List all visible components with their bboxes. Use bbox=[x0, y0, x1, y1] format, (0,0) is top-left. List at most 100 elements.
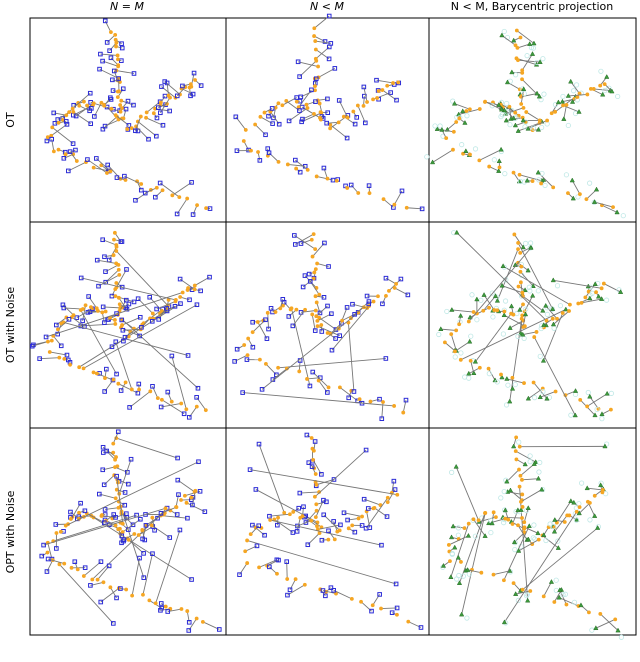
faint-point bbox=[512, 381, 518, 388]
source-point bbox=[363, 525, 369, 531]
target-point bbox=[338, 385, 342, 390]
target-point bbox=[578, 397, 583, 402]
source-point bbox=[143, 523, 149, 528]
projected-point bbox=[525, 395, 531, 401]
faint-point bbox=[488, 517, 494, 524]
target-point bbox=[309, 436, 314, 440]
target-point bbox=[77, 365, 82, 370]
source-point bbox=[135, 296, 141, 302]
source-point bbox=[312, 439, 318, 444]
source-point bbox=[256, 441, 262, 447]
target-point bbox=[125, 127, 130, 131]
match-line bbox=[581, 298, 602, 304]
source-point bbox=[344, 305, 350, 310]
target-point bbox=[129, 387, 134, 392]
faint-point bbox=[502, 171, 508, 177]
source-point bbox=[53, 522, 59, 527]
projected-point bbox=[540, 307, 546, 313]
projected-point bbox=[555, 545, 561, 550]
source-point bbox=[152, 527, 157, 533]
target-point bbox=[317, 490, 322, 494]
target-point bbox=[296, 105, 301, 110]
source-point bbox=[256, 523, 262, 529]
target-point bbox=[314, 300, 319, 305]
target-point bbox=[600, 488, 605, 492]
target-point bbox=[121, 116, 126, 121]
target-point bbox=[56, 120, 61, 125]
match-line bbox=[553, 279, 602, 289]
source-point bbox=[295, 59, 301, 65]
target-point bbox=[105, 171, 109, 175]
match-line bbox=[382, 89, 397, 101]
projected-point bbox=[439, 126, 445, 132]
target-point bbox=[530, 179, 535, 183]
faint-point bbox=[547, 521, 553, 527]
projected-point bbox=[537, 59, 543, 64]
faint-point bbox=[557, 303, 564, 309]
target-point bbox=[518, 473, 523, 478]
target-point bbox=[371, 97, 375, 102]
target-point bbox=[453, 349, 457, 354]
source-point bbox=[348, 182, 354, 188]
projected-point bbox=[593, 625, 599, 631]
target-point bbox=[276, 159, 281, 164]
source-point bbox=[174, 211, 180, 217]
match-line bbox=[458, 108, 480, 115]
faint-point bbox=[579, 480, 585, 486]
projected-point bbox=[459, 611, 465, 617]
projected-point bbox=[511, 37, 517, 43]
source-point bbox=[174, 93, 180, 99]
source-point bbox=[297, 169, 303, 175]
target-point bbox=[396, 80, 401, 85]
target-point bbox=[130, 593, 135, 598]
match-line bbox=[161, 86, 176, 99]
projected-point bbox=[551, 528, 558, 534]
projected-point bbox=[570, 195, 576, 201]
source-point bbox=[58, 343, 64, 349]
match-line bbox=[294, 235, 316, 250]
target-point bbox=[158, 311, 162, 316]
match-line bbox=[517, 59, 541, 63]
faint-point bbox=[503, 402, 510, 408]
projected-point bbox=[504, 375, 510, 381]
target-point bbox=[385, 83, 390, 88]
source-point bbox=[127, 405, 132, 410]
source-point bbox=[126, 481, 131, 487]
projected-point bbox=[576, 108, 582, 114]
panel bbox=[424, 17, 637, 223]
projected-point bbox=[494, 297, 501, 303]
target-point bbox=[129, 126, 134, 131]
target-point bbox=[144, 115, 148, 120]
source-point bbox=[377, 592, 382, 597]
target-point bbox=[258, 357, 262, 362]
faint-point bbox=[535, 288, 541, 294]
projected-point bbox=[525, 267, 531, 273]
target-point bbox=[113, 287, 118, 292]
match-line bbox=[601, 204, 618, 213]
source-point bbox=[263, 317, 268, 323]
source-point bbox=[194, 395, 199, 400]
projected-point bbox=[541, 532, 547, 537]
projected-point bbox=[559, 98, 566, 104]
target-point bbox=[532, 335, 537, 339]
target-point bbox=[319, 111, 324, 115]
projected-point bbox=[448, 574, 454, 580]
target-point bbox=[70, 106, 75, 111]
target-point bbox=[516, 247, 520, 252]
source-point bbox=[104, 448, 109, 454]
source-point bbox=[185, 515, 190, 521]
target-point bbox=[345, 115, 350, 120]
source-point bbox=[165, 609, 171, 614]
projected-point bbox=[587, 393, 593, 399]
source-point bbox=[70, 141, 76, 146]
match-line bbox=[278, 358, 386, 369]
match-line bbox=[50, 123, 68, 137]
target-point bbox=[514, 457, 519, 462]
target-point bbox=[564, 602, 569, 607]
match-line bbox=[444, 342, 456, 352]
target-point bbox=[118, 103, 123, 107]
target-point bbox=[116, 262, 121, 267]
target-point bbox=[116, 381, 121, 386]
target-point bbox=[126, 537, 131, 542]
target-point bbox=[278, 306, 283, 311]
